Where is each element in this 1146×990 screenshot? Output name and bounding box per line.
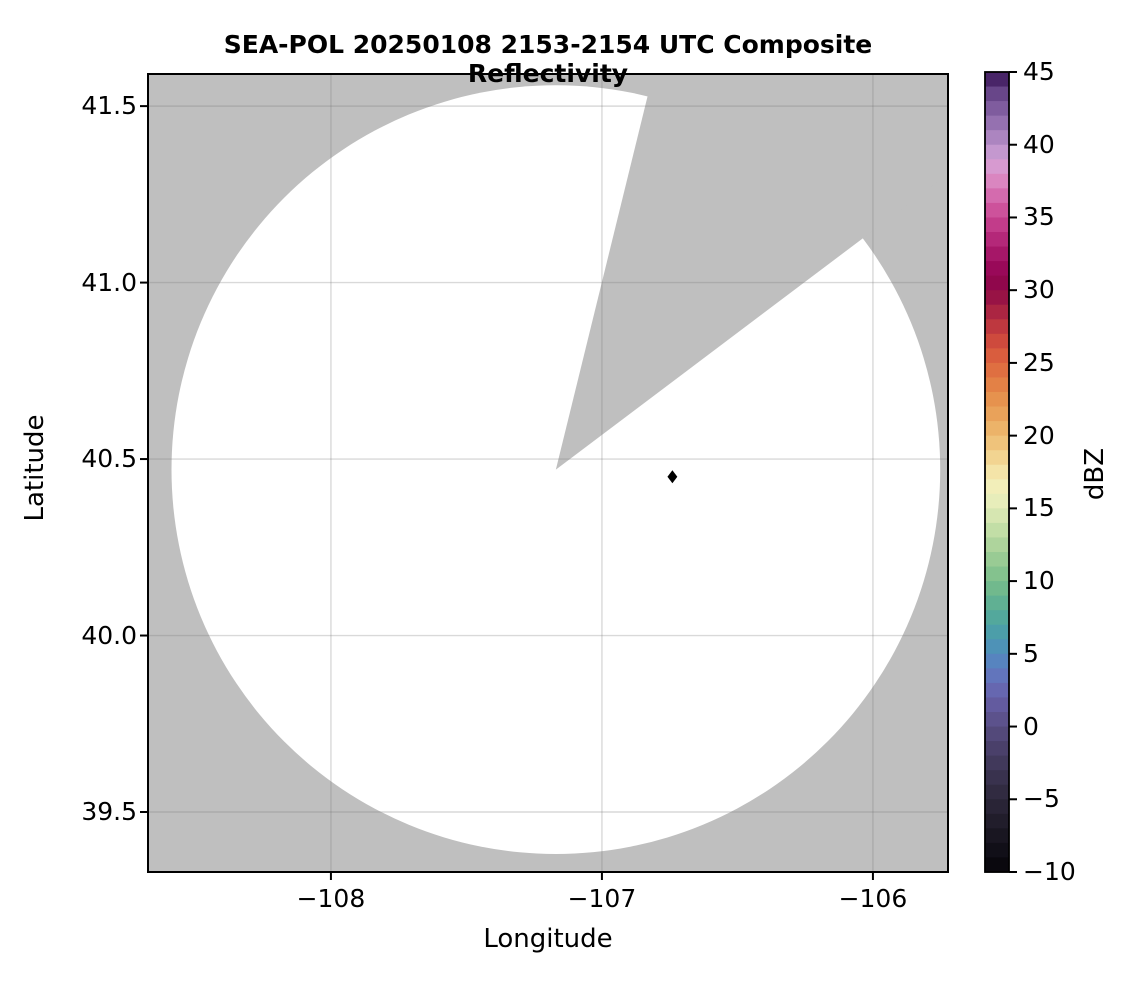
colorbar-tick-label: 5: [1023, 638, 1039, 668]
x-tick-label: −107: [567, 884, 637, 913]
colorbar-band: [985, 813, 1009, 829]
colorbar-band: [985, 144, 1009, 160]
colorbar-band: [985, 842, 1009, 859]
colorbar-band: [985, 130, 1009, 146]
colorbar-band: [985, 668, 1009, 684]
colorbar-band: [985, 304, 1009, 320]
blocked-sector: [555, 74, 948, 470]
colorbar-band: [985, 275, 1009, 291]
colorbar-frame: [984, 71, 1010, 873]
colorbar-band: [985, 784, 1009, 800]
colorbar-band: [985, 217, 1009, 233]
colorbar-band: [985, 624, 1009, 640]
colorbar-tick-label: −10: [1023, 857, 1076, 886]
colorbar-band: [985, 595, 1009, 611]
colorbar-band: [985, 261, 1009, 277]
colorbar-band: [985, 406, 1009, 422]
colorbar-band: [985, 828, 1009, 844]
colorbar-band: [985, 566, 1009, 582]
colorbar-tick-label: 40: [1023, 129, 1055, 159]
colorbar-band: [985, 493, 1009, 509]
colorbar-band: [985, 450, 1009, 466]
colorbar-band: [985, 537, 1009, 553]
colorbar-band: [985, 188, 1009, 204]
colorbar-tick-label: 20: [1023, 420, 1055, 450]
colorbar-band: [985, 741, 1009, 757]
colorbar-band: [985, 857, 1009, 873]
colorbar-band: [985, 522, 1009, 539]
colorbar-tick-label: −5: [1023, 784, 1060, 814]
colorbar-band: [985, 421, 1009, 437]
colorbar-band: [985, 362, 1009, 379]
plot-title: SEA-POL 20250108 2153-2154 UTC Composite…: [223, 30, 873, 88]
colorbar-band: [985, 159, 1009, 175]
colorbar-band: [985, 479, 1009, 495]
y-tick-label: 40.0: [81, 620, 137, 650]
colorbar-band: [985, 173, 1009, 189]
colorbar-band: [985, 232, 1009, 248]
colorbar-band: [985, 435, 1009, 451]
colorbar-band: [985, 246, 1009, 262]
colorbar-band: [985, 115, 1009, 131]
colorbar-band: [985, 377, 1009, 393]
colorbar-tick-label: 35: [1023, 202, 1055, 232]
site-marker-diamond: [667, 470, 678, 484]
colorbar-band: [985, 552, 1009, 568]
y-tick-label: 40.5: [81, 444, 137, 474]
colorbar-band: [985, 697, 1009, 713]
colorbar-band: [985, 770, 1009, 786]
y-tick-label: 41.5: [81, 91, 137, 121]
colorbar-band: [985, 726, 1009, 742]
colorbar-band: [985, 348, 1009, 364]
colorbar-band: [985, 799, 1009, 815]
colorbar-tick-label: 15: [1023, 493, 1055, 523]
colorbar-band: [985, 333, 1009, 349]
y-tick-label: 41.0: [81, 267, 137, 297]
colorbar-band: [985, 755, 1009, 771]
colorbar-band: [985, 392, 1009, 408]
map-area: [148, 74, 948, 872]
x-axis-label: Longitude: [483, 924, 613, 954]
x-tick-label: −106: [838, 884, 908, 913]
colorbar-band: [985, 202, 1009, 219]
axes-spine: [147, 73, 949, 873]
colorbar-tick-label: 10: [1023, 566, 1055, 596]
colorbar-band: [985, 508, 1009, 524]
x-tick-label: −108: [296, 884, 366, 913]
colorbar-band: [985, 581, 1009, 597]
colorbar-band: [985, 72, 1009, 88]
colorbar-band: [985, 653, 1009, 669]
colorbar-band: [985, 101, 1009, 117]
colorbar-tick-label: 25: [1023, 347, 1055, 377]
colorbar-band: [985, 86, 1009, 102]
y-tick-label: 39.5: [81, 797, 137, 826]
colorbar-tick-label: 45: [1023, 57, 1055, 86]
colorbar-band: [985, 639, 1009, 655]
colorbar-band: [985, 682, 1009, 699]
colorbar-band: [985, 290, 1009, 306]
colorbar-band: [985, 319, 1009, 335]
colorbar-tick-label: 0: [1023, 711, 1039, 741]
colorbar-band: [985, 464, 1009, 480]
colorbar-tick-label: 30: [1023, 275, 1055, 305]
colorbar-band: [985, 712, 1009, 728]
colorbar-band: [985, 610, 1009, 626]
